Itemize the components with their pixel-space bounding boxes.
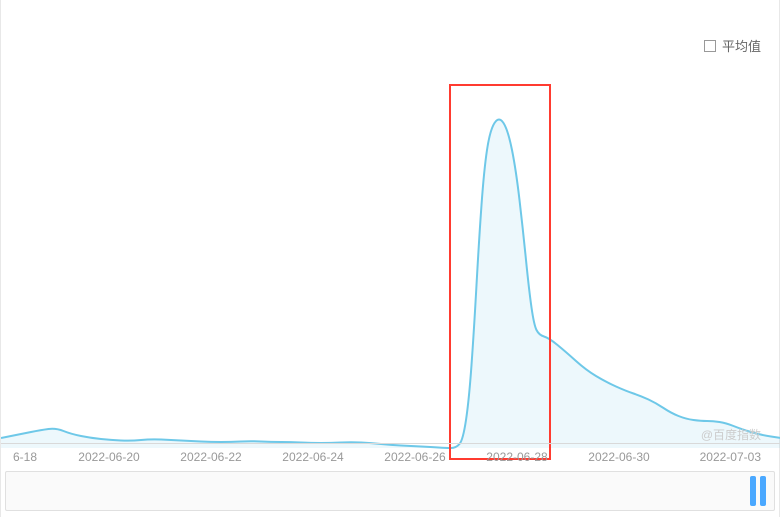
series-area-fill	[1, 120, 780, 449]
x-axis-label: 2022-06-24	[282, 450, 343, 464]
x-axis-label: 2022-06-22	[180, 450, 241, 464]
watermark-text: @百度指数	[701, 426, 761, 443]
timeline-scrubber[interactable]	[5, 471, 775, 511]
line-chart-svg	[1, 60, 780, 460]
legend-label: 平均值	[722, 36, 761, 55]
chart-container: 平均值 6-18 2022-06-20 2022-06-22 2022-06-24 20…	[0, 0, 780, 517]
x-axis-label: 2022-06-26	[384, 450, 445, 464]
x-axis-label: 6-18	[13, 450, 37, 464]
chart-plot-area	[1, 60, 780, 460]
x-axis-label: 2022-06-30	[588, 450, 649, 464]
timeline-handle[interactable]	[760, 476, 766, 506]
legend-average[interactable]: 平均值	[704, 36, 761, 55]
timeline-handle[interactable]	[750, 476, 756, 506]
x-axis: 6-18 2022-06-20 2022-06-22 2022-06-24 2022-0…	[1, 443, 780, 463]
x-axis-label: 2022-06-28	[486, 450, 547, 464]
x-axis-label: 2022-06-20	[78, 450, 139, 464]
series-line	[1, 120, 780, 449]
x-axis-label: 2022-07-03	[700, 450, 761, 464]
checkbox-icon	[704, 40, 716, 52]
